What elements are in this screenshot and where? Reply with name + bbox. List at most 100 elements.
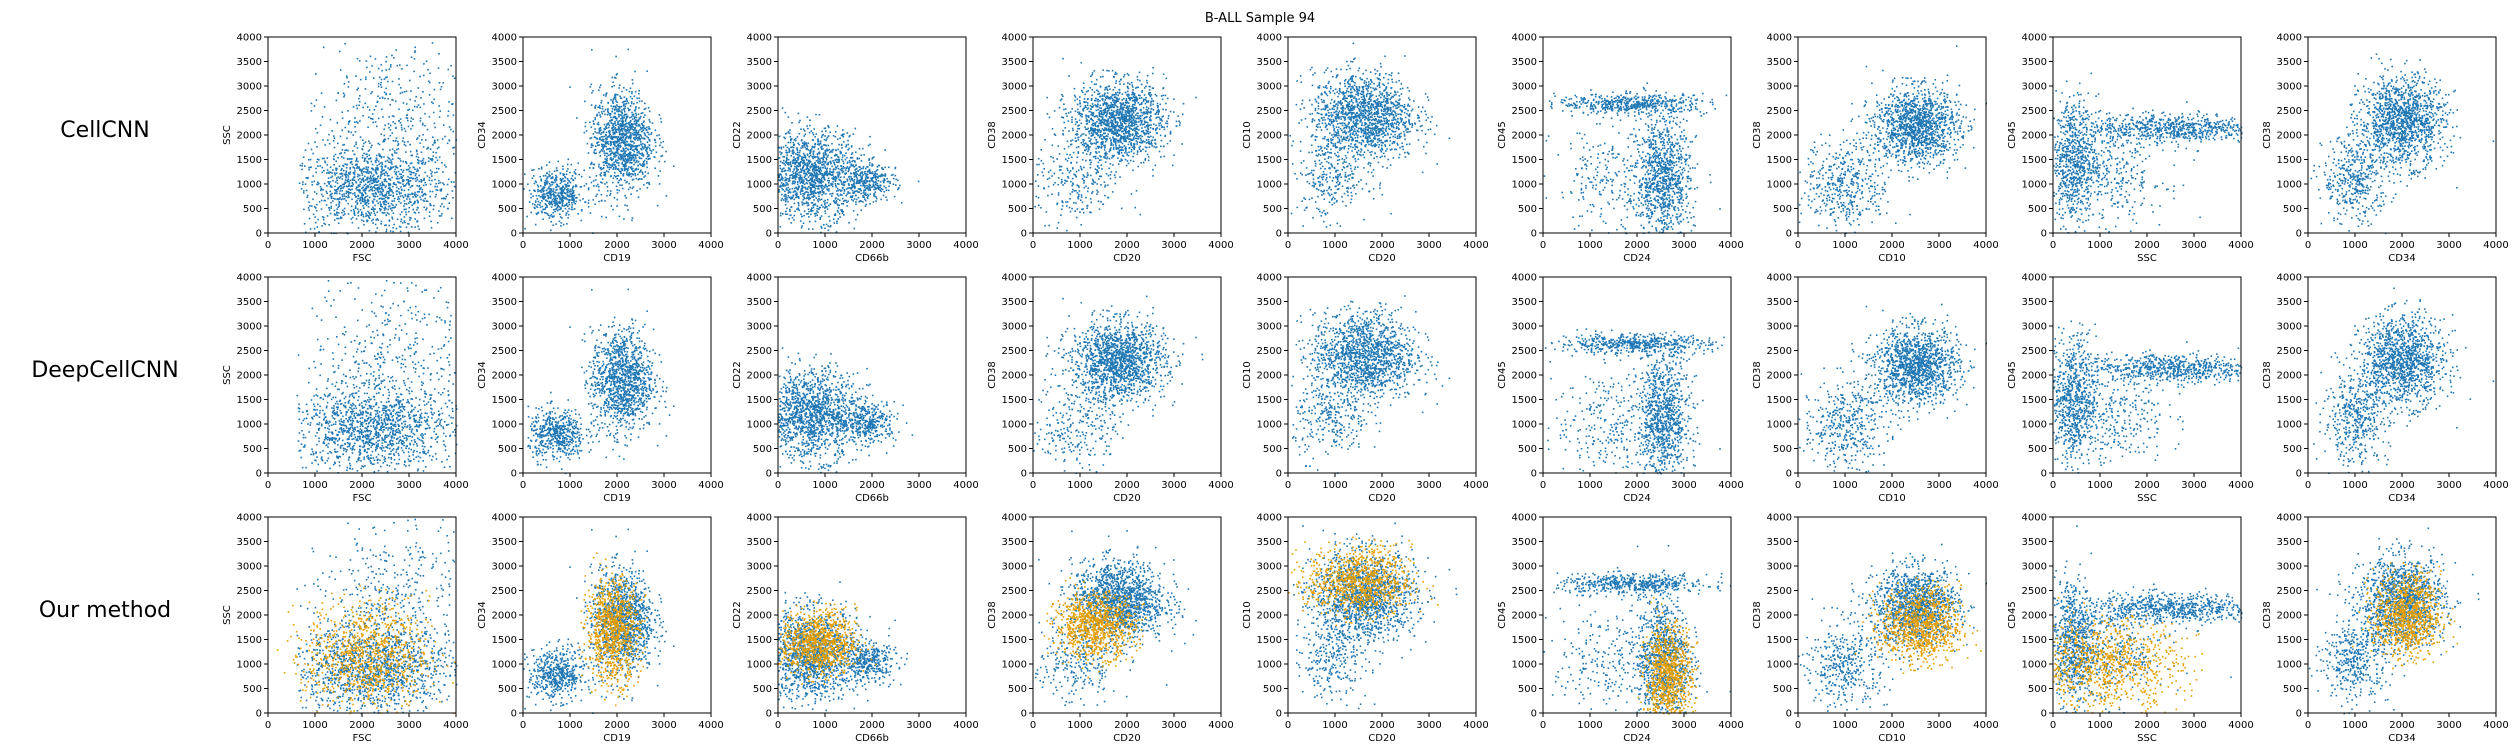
data-point [369,142,371,144]
data-point [569,172,571,174]
data-point [613,156,615,158]
data-point [423,146,425,148]
data-point [612,182,614,184]
data-point [354,145,356,147]
data-point [430,158,432,160]
data-point [356,108,358,110]
data-point [542,197,544,199]
data-point [372,118,374,120]
data-point [393,57,395,59]
data-point [317,219,319,221]
data-point [423,179,425,181]
data-point [311,103,313,105]
data-point [331,186,333,188]
data-point [398,148,400,150]
data-point [316,99,318,101]
data-point [326,172,328,174]
data-point [539,176,541,178]
data-point [550,188,552,190]
data-point [452,75,454,77]
data-point [603,150,605,152]
data-point [316,204,318,206]
data-point [336,208,338,210]
data-point [369,149,371,151]
data-point [637,154,639,156]
data-point [368,215,370,217]
data-point [836,200,838,202]
data-point [562,166,564,168]
data-point [627,148,629,150]
data-point [404,190,406,192]
data-point [343,157,345,159]
data-point [424,172,426,174]
data-point [541,200,543,202]
data-point [571,202,573,204]
data-point [618,168,620,170]
data-point [353,134,355,136]
data-point [344,213,346,215]
data-point [363,224,365,226]
data-point [388,203,390,205]
data-point [345,200,347,202]
data-point [636,147,638,149]
data-point [612,168,614,170]
data-point [392,148,394,150]
data-point [821,199,823,201]
data-point [613,85,615,87]
data-point [650,134,652,136]
data-point [628,183,630,185]
data-point [371,220,373,222]
data-point [571,178,573,180]
data-point [322,167,324,169]
data-point [378,83,380,85]
data-point [595,105,597,107]
data-point [330,185,332,187]
data-point [356,186,358,188]
data-point [371,212,373,214]
data-point [422,162,424,164]
data-point [607,167,609,169]
data-point [624,195,626,197]
data-point [619,170,621,172]
data-point [392,227,394,229]
data-point [331,196,333,198]
data-point [436,168,438,170]
data-point [364,160,366,162]
data-point [370,178,372,180]
data-point [601,200,603,202]
data-point [845,146,847,148]
data-point [646,158,648,160]
data-point [380,133,382,135]
data-point [603,164,605,166]
data-point [431,180,433,182]
data-point [626,89,628,91]
data-point [541,180,543,182]
data-point [358,227,360,229]
data-point [599,151,601,153]
data-point [396,149,398,151]
data-point [640,153,642,155]
data-point [363,168,365,170]
data-point [304,223,306,225]
data-point [367,127,369,129]
data-point [639,171,641,173]
data-point [346,196,348,198]
data-point [381,185,383,187]
data-point [365,184,367,186]
data-point [549,215,551,217]
data-point [789,129,791,131]
data-point [620,173,622,175]
data-point [636,152,638,154]
data-point [611,150,613,152]
data-point [336,204,338,206]
data-point [588,200,590,202]
data-point [399,158,401,160]
data-point [444,164,446,166]
data-point [614,154,616,156]
data-point [818,148,820,150]
data-point [621,150,623,152]
data-point [365,179,367,181]
data-point [336,198,338,200]
data-point [437,148,439,150]
data-point [364,198,366,200]
